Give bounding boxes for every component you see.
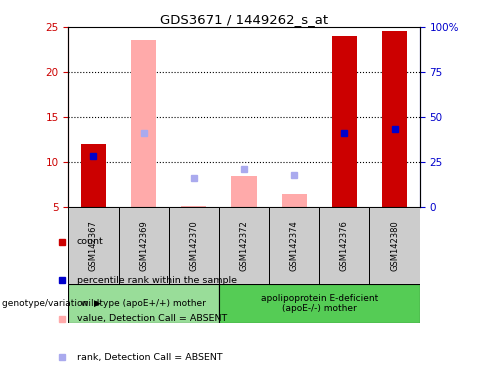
Bar bbox=[369, 207, 420, 284]
Text: GSM142367: GSM142367 bbox=[89, 220, 98, 271]
Bar bbox=[269, 207, 319, 284]
Text: percentile rank within the sample: percentile rank within the sample bbox=[77, 276, 237, 285]
Bar bbox=[382, 31, 407, 207]
Text: wildtype (apoE+/+) mother: wildtype (apoE+/+) mother bbox=[81, 299, 206, 308]
Bar bbox=[332, 36, 357, 207]
Title: GDS3671 / 1449262_s_at: GDS3671 / 1449262_s_at bbox=[160, 13, 328, 26]
Bar bbox=[81, 144, 106, 207]
Bar bbox=[219, 284, 420, 323]
Text: value, Detection Call = ABSENT: value, Detection Call = ABSENT bbox=[77, 314, 227, 323]
Bar bbox=[68, 207, 119, 284]
Text: count: count bbox=[77, 237, 103, 247]
Bar bbox=[181, 206, 206, 207]
Bar bbox=[169, 207, 219, 284]
Text: rank, Detection Call = ABSENT: rank, Detection Call = ABSENT bbox=[77, 353, 223, 362]
Bar bbox=[131, 40, 156, 207]
Text: GSM142376: GSM142376 bbox=[340, 220, 349, 271]
Bar bbox=[319, 207, 369, 284]
Bar bbox=[282, 194, 307, 207]
Bar bbox=[68, 284, 219, 323]
Text: GSM142370: GSM142370 bbox=[189, 220, 198, 271]
Text: apolipoprotein E-deficient
(apoE-/-) mother: apolipoprotein E-deficient (apoE-/-) mot… bbox=[261, 294, 378, 313]
Bar bbox=[119, 207, 169, 284]
Text: GSM142372: GSM142372 bbox=[240, 220, 248, 271]
Text: GSM142374: GSM142374 bbox=[290, 220, 299, 271]
Text: GSM142369: GSM142369 bbox=[139, 220, 148, 271]
Text: genotype/variation  ▶: genotype/variation ▶ bbox=[2, 299, 102, 308]
Bar bbox=[219, 207, 269, 284]
Bar bbox=[231, 176, 257, 207]
Text: GSM142380: GSM142380 bbox=[390, 220, 399, 271]
